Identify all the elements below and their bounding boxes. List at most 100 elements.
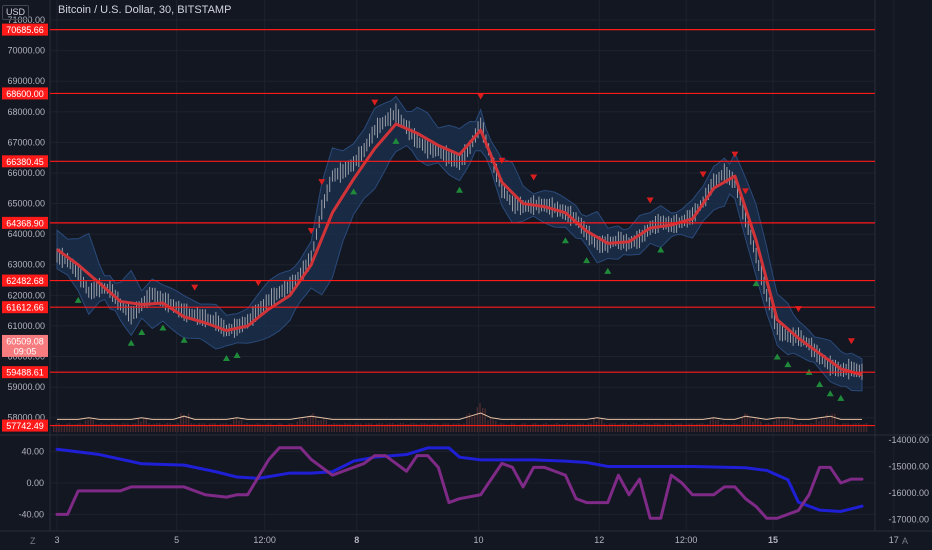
volume-bar — [198, 423, 200, 432]
volume-bar — [219, 423, 222, 432]
volume-bar — [442, 423, 444, 432]
volume-bar — [526, 424, 529, 432]
volume-bar — [606, 424, 608, 432]
volume-bar — [76, 423, 79, 432]
volume-bar — [338, 423, 341, 432]
volume-bar — [680, 423, 682, 432]
sell-signal-marker — [477, 93, 485, 100]
volume-bar — [863, 423, 865, 432]
price-level-label: 66380.45 — [6, 157, 44, 167]
volume-bar — [630, 423, 632, 432]
price-level-badge — [2, 419, 48, 432]
volume-bar — [767, 423, 770, 432]
volume-bar — [360, 423, 362, 432]
volume-bar — [169, 423, 171, 432]
auto-scale-button[interactable]: A — [902, 536, 909, 546]
volume-bar — [349, 423, 351, 432]
time-tick-label: 12:00 — [253, 535, 276, 545]
volume-bar — [733, 423, 735, 432]
volume-bar — [312, 413, 314, 432]
volume-bar — [765, 423, 767, 432]
volume-bar — [209, 423, 211, 432]
price-tick-label: 70000.00 — [7, 46, 45, 56]
osc-right-tick-label: -14000.00 — [888, 435, 929, 445]
volume-bar — [696, 423, 698, 432]
volume-bar — [190, 423, 193, 432]
volume-bar — [685, 423, 688, 432]
price-tick-label: 69000.00 — [7, 76, 45, 86]
volume-bar — [797, 424, 799, 432]
moving-average-line — [56, 122, 863, 377]
volume-bar — [140, 421, 142, 432]
volume-bar — [203, 423, 206, 432]
volume-bar — [405, 423, 407, 432]
volume-bar — [675, 423, 677, 432]
volume-bar — [608, 423, 611, 432]
volume-bar — [460, 424, 463, 432]
volume-bar — [267, 423, 269, 432]
volume-bar — [858, 423, 860, 432]
volume-bar — [807, 424, 810, 432]
buy-signal-marker — [222, 355, 230, 362]
price-tick-label: 59000.00 — [7, 382, 45, 392]
volume-bar — [746, 414, 749, 432]
volume-bar — [286, 424, 288, 432]
volume-bar — [317, 420, 320, 432]
last-price-badge — [2, 334, 48, 357]
osc-blue-line — [55, 446, 864, 513]
volume-bar — [270, 423, 272, 432]
volume-bar — [206, 424, 208, 432]
volume-bar — [847, 423, 849, 432]
volume-bar — [836, 423, 839, 432]
volume-bar — [63, 424, 65, 432]
volume-bar — [834, 413, 836, 432]
volume-bar — [706, 423, 709, 432]
osc-right-tick-label: -15000.00 — [888, 461, 929, 471]
volume-bar — [481, 408, 484, 432]
price-tick-label: 65000.00 — [7, 199, 45, 209]
volume-bar — [436, 423, 439, 432]
volume-bar — [111, 423, 113, 432]
volume-bar — [428, 424, 431, 432]
volume-bar — [574, 424, 577, 432]
volume-bar — [635, 423, 637, 432]
volume-bar — [659, 423, 661, 432]
volume-bar — [826, 414, 828, 432]
volume-bar — [759, 421, 762, 432]
volume-bar — [653, 423, 656, 432]
volume-bar — [450, 424, 452, 432]
zoom-toggle-button[interactable]: Z — [30, 536, 36, 546]
volume-bar — [730, 424, 733, 432]
price-level-label: 62482.68 — [6, 276, 44, 286]
volume-bar — [455, 423, 457, 432]
volume-bar — [315, 416, 317, 432]
time-tick-label: 17 — [889, 535, 899, 545]
volume-bar — [193, 423, 195, 432]
volume-bar — [500, 423, 502, 432]
volume-bar — [262, 424, 264, 432]
buy-signal-marker — [138, 329, 146, 336]
volume-bar — [802, 423, 804, 432]
volume-bar — [238, 420, 240, 432]
volume-bar — [664, 423, 666, 432]
price-level-label: 59488.61 — [6, 368, 44, 378]
volume-bar — [211, 423, 214, 432]
currency-badge[interactable]: USD — [2, 5, 30, 20]
volume-bar — [672, 424, 674, 432]
time-tick-label: 15 — [768, 535, 778, 545]
volume-bar — [217, 424, 219, 432]
volume-bar — [656, 423, 659, 432]
volume-bar — [150, 424, 153, 432]
volume-bar — [346, 423, 349, 432]
buy-signal-marker — [604, 267, 612, 274]
volume-bar — [556, 423, 558, 432]
volume-bar — [66, 423, 68, 432]
volume-bar — [831, 413, 833, 432]
volume-bar — [103, 423, 105, 432]
volume-bar — [227, 424, 230, 432]
volume-bar — [177, 423, 179, 432]
volume-bar — [293, 424, 296, 432]
volume-bar — [720, 424, 722, 432]
